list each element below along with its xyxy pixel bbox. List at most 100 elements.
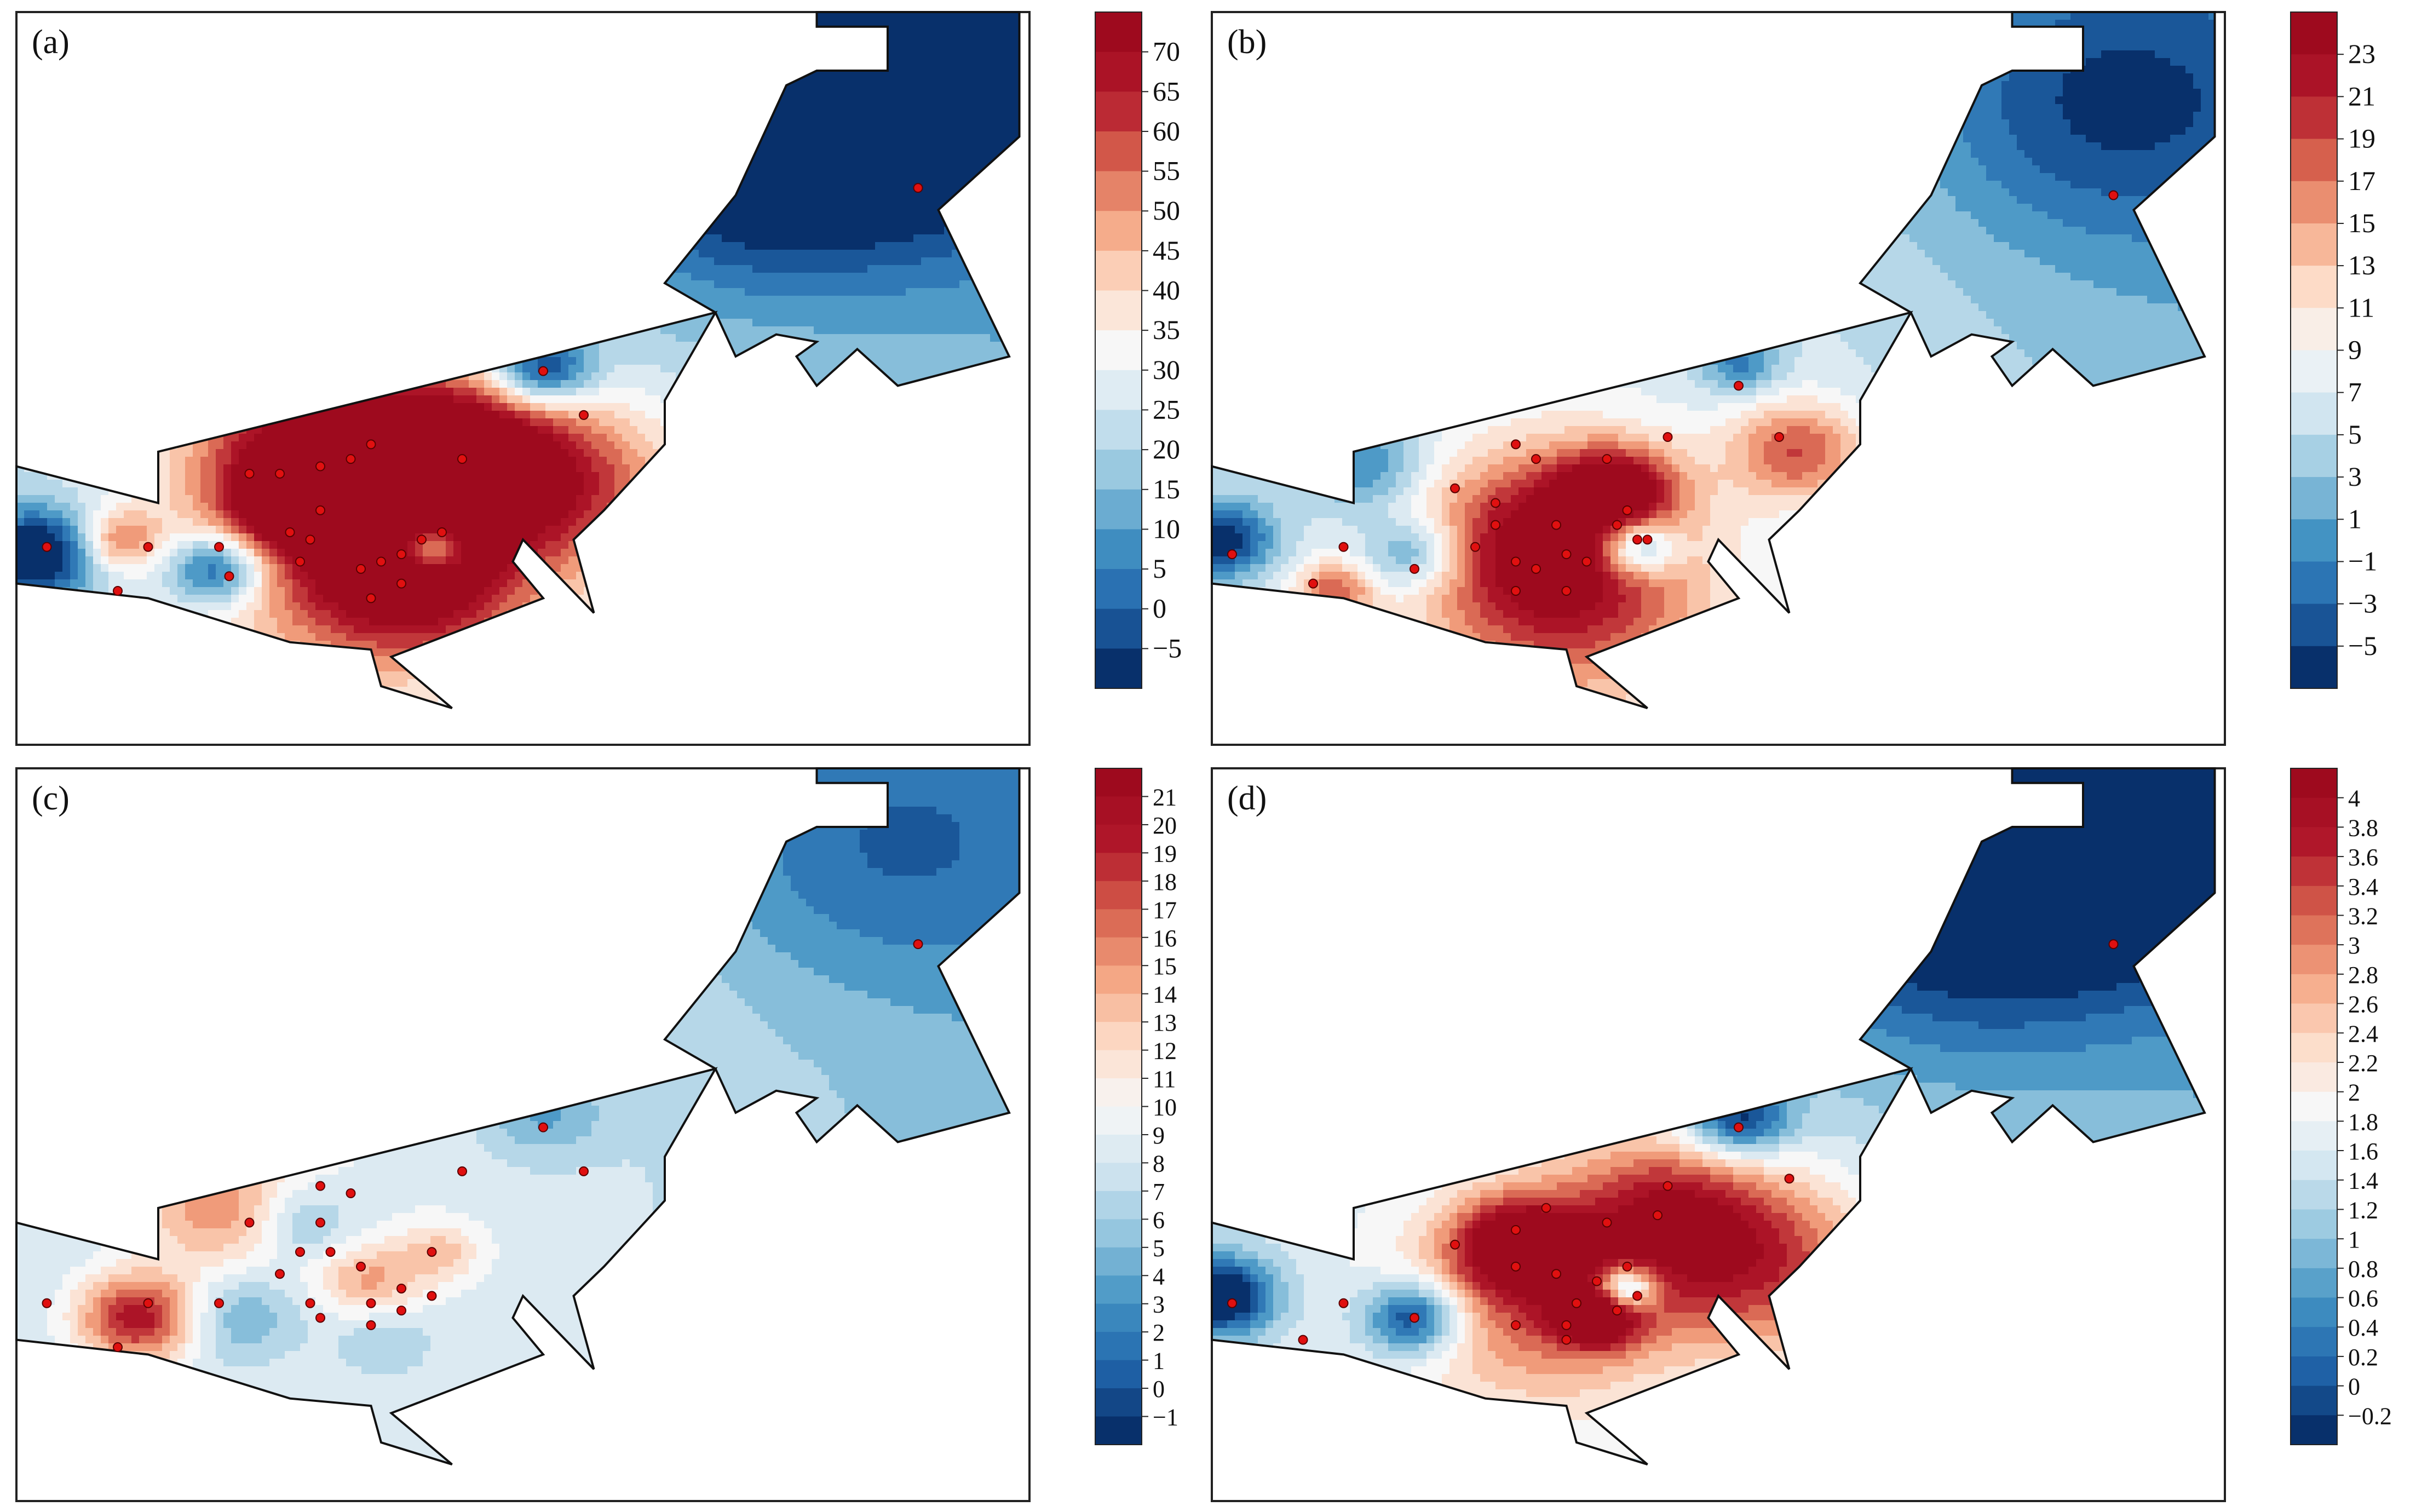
sample-point (346, 454, 356, 464)
colorbar-segment (2291, 827, 2337, 857)
colorbar-tick-label: 50 (1153, 195, 1180, 226)
colorbar-segment (1095, 370, 1142, 410)
colorbar-segment (1095, 569, 1142, 610)
colorbar-segment (2291, 768, 2337, 798)
sample-point (1227, 549, 1237, 560)
colorbar-tick-label: 12 (1153, 1038, 1177, 1065)
colorbar-segment (1095, 1360, 1142, 1389)
sample-point (1338, 1298, 1349, 1308)
colorbar-tick-label: 20 (1153, 434, 1180, 464)
colorbar-segment (1095, 937, 1142, 966)
colorbar-segment (1095, 51, 1142, 92)
sample-point (376, 556, 386, 567)
sample-point (285, 527, 295, 537)
colorbar-tick-label: 2.8 (2348, 962, 2378, 988)
colorbar-tick-label: 23 (2348, 38, 2375, 69)
colorbar-segment (1095, 131, 1142, 172)
colorbar-segment (1095, 1416, 1142, 1445)
colorbar-segment (2291, 519, 2337, 562)
colorbar-segment (1095, 171, 1142, 211)
sample-point (1663, 1181, 1673, 1191)
colorbar-segment (1095, 1332, 1142, 1361)
colorbar-tick-label: 1 (2348, 503, 2362, 534)
region-outline (15, 1067, 718, 1466)
colorbar-tick-label: 3 (2348, 461, 2362, 492)
colorbar-tick-label: 0.2 (2348, 1344, 2378, 1371)
colorbar-segment (2291, 1033, 2337, 1063)
colorbar-tick-label: 0.6 (2348, 1285, 2378, 1312)
sample-point (366, 439, 376, 450)
colorbar-tick-label: 7 (1153, 1178, 1165, 1205)
colorbar-segment (2291, 1415, 2337, 1445)
colorbar-segment (2291, 1268, 2337, 1298)
sample-point (1622, 505, 1632, 515)
colorbar-tick-label: 17 (2348, 165, 2375, 196)
colorbar-tick-label: 13 (2348, 250, 2375, 280)
sample-point (143, 542, 153, 552)
colorbar-segment (1095, 909, 1142, 938)
colorbar-tick-label: 9 (1153, 1122, 1165, 1149)
colorbar-segment (1095, 330, 1142, 371)
colorbar-tick-label: 6 (1153, 1206, 1165, 1233)
colorbar-tick-label: −1 (1153, 1404, 1178, 1431)
colorbar-tick-label: 5 (2348, 419, 2362, 450)
sample-point (396, 578, 406, 589)
colorbar-tick-label: −3 (2348, 588, 2377, 619)
colorbar-segment (2291, 54, 2337, 97)
sample-point (1511, 439, 1521, 450)
colorbar-tick-label: 35 (1153, 314, 1180, 345)
colorbar-tick-label: 30 (1153, 354, 1180, 385)
sample-point (1561, 1320, 1572, 1330)
colorbar-segment (1095, 1163, 1142, 1192)
sample-point (1622, 1261, 1632, 1272)
sample-point (2108, 190, 2119, 200)
colorbar-tick-label: 9 (2348, 335, 2362, 365)
sample-point (1632, 534, 1642, 545)
sample-point (437, 527, 447, 537)
colorbar-tick-label: 3.2 (2348, 902, 2378, 929)
sample-point (1298, 1335, 1308, 1345)
colorbar-segment (2291, 974, 2337, 1004)
colorbar-segment (2291, 392, 2337, 435)
colorbar-segment (2291, 1121, 2337, 1151)
sample-point (1551, 520, 1561, 530)
colorbar-segment (2291, 139, 2337, 182)
sample-point (427, 1291, 437, 1301)
colorbar-tick-label: 0 (2348, 1373, 2360, 1400)
sample-point (1572, 1298, 1581, 1308)
sample-point (1410, 564, 1419, 574)
sample-point (1561, 1335, 1572, 1345)
colorbar-tick-label: 3.8 (2348, 814, 2378, 841)
colorbar-segment (1095, 608, 1142, 649)
colorbar-tick-label: 2.2 (2348, 1050, 2378, 1077)
sample-point (1592, 1276, 1602, 1286)
sample-point (1511, 556, 1521, 567)
sample-point (1734, 381, 1744, 391)
sample-point (295, 556, 305, 567)
colorbar-segment (1095, 1388, 1142, 1417)
colorbar-segment (1095, 1078, 1142, 1107)
colorbar-tick-label: 16 (1153, 925, 1177, 952)
colorbar-tick-label: 21 (1153, 784, 1177, 810)
colorbar-segment (2291, 945, 2337, 975)
colorbar-segment (1095, 211, 1142, 251)
sample-point (1642, 534, 1653, 545)
sample-point (1602, 1217, 1612, 1228)
sample-point (214, 1298, 224, 1308)
sample-point (113, 586, 123, 596)
colorbar-tick-label: 17 (1153, 896, 1177, 923)
colorbar-frame (1095, 12, 1142, 689)
colorbar-segment (2291, 886, 2337, 916)
colorbar-tick-label: 1.2 (2348, 1197, 2378, 1223)
colorbar-segment (1095, 1275, 1142, 1304)
sample-point (1784, 1174, 1794, 1184)
colorbar-segment (1095, 768, 1142, 797)
sample-point (1450, 1239, 1460, 1250)
colorbar-tick-label: 10 (1153, 1094, 1177, 1121)
panel-label: (a) (32, 24, 70, 61)
colorbar-tick-label: 65 (1153, 76, 1180, 106)
colorbar-tick-label: 1.4 (2348, 1168, 2378, 1194)
colorbar-segment (1095, 1191, 1142, 1220)
sample-point (1541, 1203, 1551, 1213)
